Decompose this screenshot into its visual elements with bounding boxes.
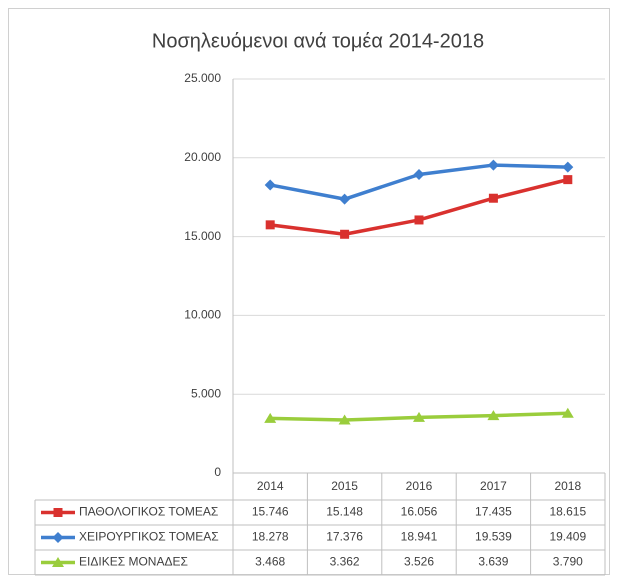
table-cell: 18.941: [401, 530, 438, 544]
marker: [265, 220, 275, 230]
table-cell: 3.362: [330, 555, 360, 569]
table-cell: 15.746: [252, 505, 289, 519]
table-cell: 15.148: [326, 505, 363, 519]
marker: [413, 168, 425, 180]
x-tick-label: 2014: [257, 479, 284, 493]
y-tick-label: 20.000: [184, 150, 221, 164]
marker: [488, 193, 498, 203]
chart-title: Νοσηλευόμενοι ανά τομέα 2014-2018: [152, 30, 484, 52]
table-cell: 3.526: [404, 555, 434, 569]
legend-label: ΕΙΔΙΚΕΣ ΜΟΝΑΔΕΣ: [79, 555, 188, 569]
marker: [340, 229, 350, 239]
x-tick-label: 2015: [331, 479, 358, 493]
marker: [52, 532, 64, 543]
table-cell: 18.278: [252, 530, 289, 544]
x-tick-label: 2018: [554, 479, 581, 493]
marker: [53, 508, 63, 517]
table-cell: 17.435: [475, 505, 512, 519]
table-cell: 19.539: [475, 530, 512, 544]
marker: [414, 215, 424, 225]
chart-border: [8, 8, 610, 575]
marker: [264, 412, 277, 423]
table-cell: 16.056: [401, 505, 438, 519]
table-cell: 17.376: [326, 530, 363, 544]
marker: [563, 175, 573, 185]
y-tick-label: 10.000: [184, 308, 221, 322]
marker: [413, 411, 425, 422]
marker: [52, 557, 64, 567]
legend-label: ΧΕΙΡΟΥΡΓΙΚΟΣ ΤΟΜΕΑΣ: [79, 530, 219, 544]
marker: [339, 193, 351, 205]
marker: [561, 407, 574, 418]
table-cell: 19.409: [549, 530, 586, 544]
y-tick-label: 5.000: [191, 386, 221, 400]
table-cell: 3.468: [255, 555, 285, 569]
marker: [487, 159, 499, 171]
marker: [487, 410, 500, 421]
x-tick-label: 2017: [480, 479, 507, 493]
marker: [338, 414, 351, 425]
x-tick-label: 2016: [406, 479, 433, 493]
table-cell: 3.790: [553, 555, 583, 569]
y-tick-label: 15.000: [184, 229, 221, 243]
y-tick-label: 0: [214, 465, 221, 479]
table-cell: 18.615: [549, 505, 586, 519]
table-cell: 3.639: [478, 555, 508, 569]
y-tick-label: 25.000: [184, 71, 221, 85]
marker: [264, 179, 276, 191]
marker: [562, 161, 574, 173]
legend-label: ΠΑΘΟΛΟΓΙΚΟΣ ΤΟΜΕΑΣ: [79, 505, 218, 519]
